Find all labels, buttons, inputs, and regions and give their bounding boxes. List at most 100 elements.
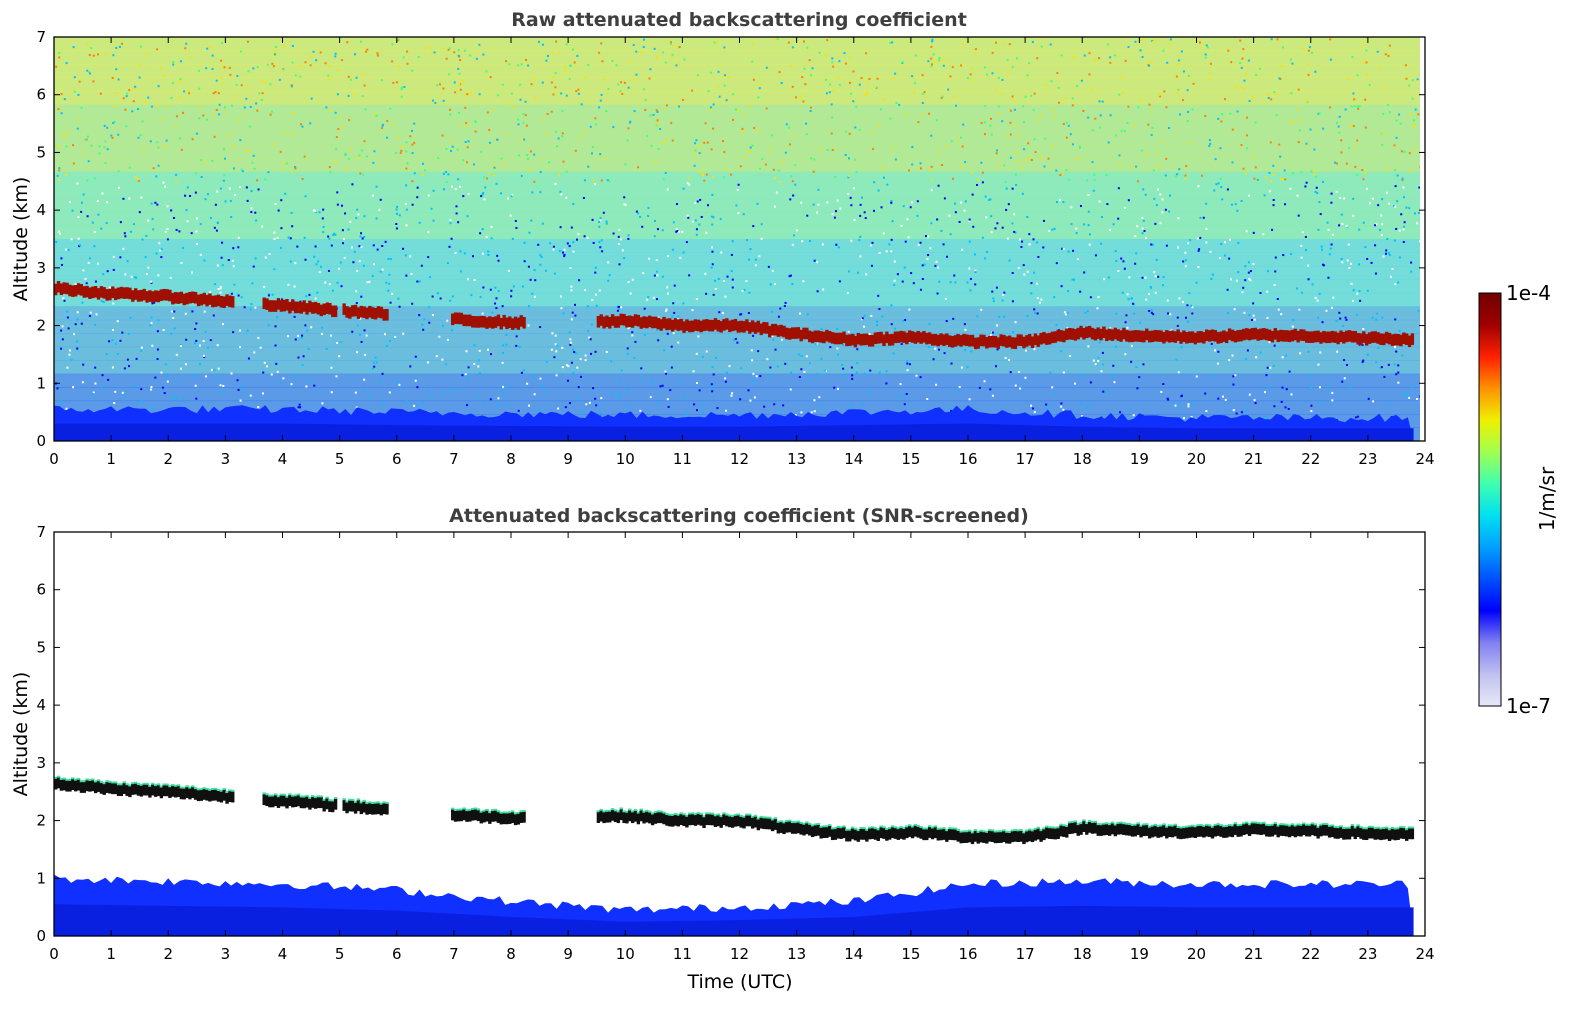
noise-speck bbox=[1345, 162, 1348, 165]
noise-speck bbox=[114, 105, 117, 108]
noise-speck bbox=[794, 413, 797, 416]
noise-speck bbox=[730, 253, 733, 256]
cloud-cell bbox=[148, 290, 152, 302]
cloud-cell bbox=[1165, 330, 1169, 342]
cloud-edge bbox=[596, 810, 601, 813]
noise-speck bbox=[456, 388, 459, 391]
cloud-edge bbox=[148, 784, 152, 787]
noise-speck bbox=[1338, 311, 1341, 314]
noise-speck bbox=[1340, 213, 1343, 216]
cloud-edge bbox=[479, 810, 483, 813]
noise-speck bbox=[1291, 120, 1294, 123]
noise-speck bbox=[299, 64, 302, 67]
noise-speck bbox=[1138, 376, 1141, 379]
noise-speck bbox=[945, 58, 948, 61]
noise-speck bbox=[841, 363, 844, 366]
cloud-edge bbox=[1245, 821, 1249, 824]
cloud-edge bbox=[733, 813, 738, 816]
cloud-cell bbox=[325, 302, 329, 314]
noise-speck bbox=[1101, 100, 1104, 103]
noise-speck bbox=[437, 156, 440, 159]
noise-speck bbox=[356, 157, 359, 160]
cloud-cell bbox=[382, 309, 386, 321]
noise-speck bbox=[892, 352, 895, 355]
noise-speck bbox=[615, 64, 618, 67]
noise-speck bbox=[1151, 243, 1154, 246]
noise-speck bbox=[1072, 249, 1075, 252]
noise-speck bbox=[477, 359, 480, 362]
noise-speck bbox=[198, 69, 201, 72]
noise-speck bbox=[599, 219, 602, 222]
cloud-cell bbox=[1062, 330, 1066, 343]
noise-speck bbox=[1037, 119, 1040, 122]
noise-speck bbox=[1219, 147, 1222, 150]
noise-speck bbox=[1145, 237, 1148, 240]
noise-speck bbox=[95, 313, 98, 316]
noise-speck bbox=[519, 98, 522, 101]
noise-speck bbox=[618, 229, 621, 232]
noise-speck bbox=[1401, 179, 1404, 182]
noise-speck bbox=[1236, 110, 1239, 113]
noise-speck bbox=[1014, 231, 1017, 234]
cloud-edge bbox=[765, 816, 769, 819]
noise-speck bbox=[984, 133, 987, 136]
noise-speck bbox=[1411, 97, 1414, 100]
noise-speck bbox=[794, 183, 797, 186]
noise-speck bbox=[603, 78, 606, 81]
cloud-edge bbox=[1213, 823, 1217, 826]
x-tick-label: 7 bbox=[449, 450, 459, 468]
cloud-cell bbox=[722, 813, 726, 826]
cloud-cell bbox=[708, 319, 712, 332]
noise-speck bbox=[1032, 109, 1035, 112]
noise-speck bbox=[211, 114, 214, 117]
noise-speck bbox=[903, 403, 906, 406]
noise-speck bbox=[463, 49, 466, 52]
cloud-cell bbox=[465, 314, 469, 327]
noise-speck bbox=[219, 77, 222, 80]
noise-speck bbox=[106, 126, 109, 129]
noise-speck bbox=[1314, 70, 1317, 73]
noise-speck bbox=[557, 137, 560, 140]
noise-speck bbox=[500, 157, 503, 160]
noise-speck bbox=[605, 220, 608, 223]
noise-speck bbox=[607, 87, 610, 90]
cloud-cell bbox=[1093, 821, 1098, 834]
cloud-cell bbox=[602, 316, 606, 329]
noise-speck bbox=[1023, 159, 1026, 162]
noise-speck bbox=[1124, 353, 1127, 356]
noise-speck bbox=[962, 123, 965, 126]
cloud-cell bbox=[1162, 331, 1166, 344]
noise-speck bbox=[1374, 224, 1377, 227]
noise-speck bbox=[371, 275, 374, 278]
cloud-cell bbox=[805, 327, 809, 340]
cloud-cell bbox=[139, 289, 144, 302]
noise-speck bbox=[147, 96, 150, 99]
cloud-cell bbox=[493, 809, 498, 822]
cloud-cell bbox=[796, 327, 800, 339]
noise-speck bbox=[1307, 73, 1310, 76]
cloud-cell bbox=[985, 337, 989, 349]
cloud-cell bbox=[173, 785, 178, 798]
noise-speck bbox=[1364, 246, 1367, 249]
cloud-cell bbox=[96, 780, 101, 792]
noise-speck bbox=[672, 221, 675, 224]
noise-speck bbox=[355, 290, 358, 293]
noise-speck bbox=[805, 133, 808, 136]
noise-speck bbox=[381, 245, 384, 248]
noise-speck bbox=[1123, 130, 1126, 133]
noise-speck bbox=[926, 258, 929, 261]
cloud-cell bbox=[788, 820, 792, 833]
noise-speck bbox=[1239, 86, 1242, 89]
noise-speck bbox=[594, 266, 597, 269]
cloud-edge bbox=[810, 824, 815, 827]
cloud-edge bbox=[331, 799, 335, 802]
cloud-cell bbox=[1313, 824, 1317, 837]
noise-speck bbox=[749, 248, 752, 251]
noise-speck bbox=[557, 407, 560, 410]
cloud-edge bbox=[982, 830, 986, 833]
noise-speck bbox=[715, 41, 718, 44]
cloud-cell bbox=[1242, 328, 1246, 341]
cloud-cell bbox=[1387, 332, 1392, 345]
cloud-cell bbox=[1039, 332, 1043, 345]
cloud-cell bbox=[1370, 826, 1375, 839]
